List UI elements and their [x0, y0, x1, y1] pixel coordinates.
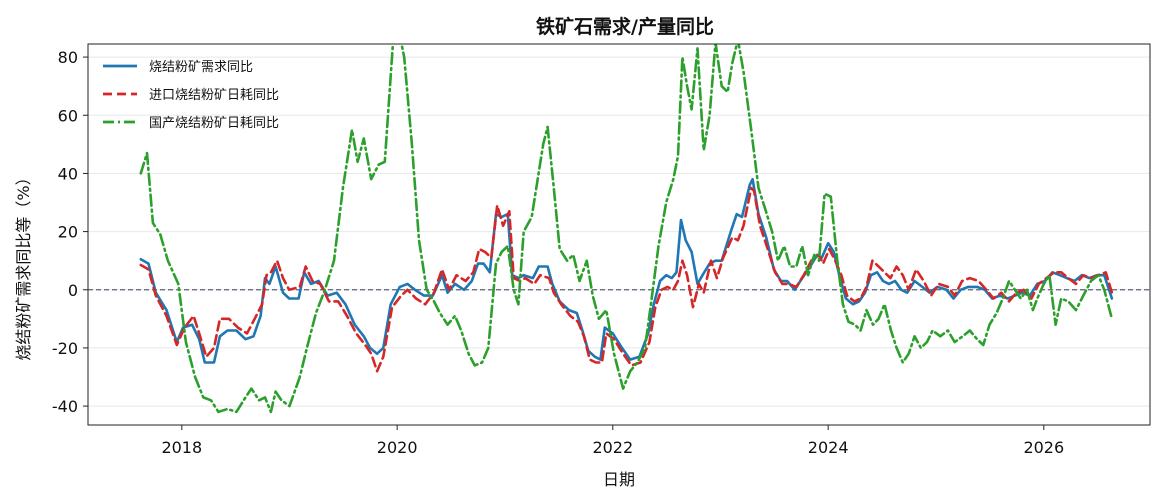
y-axis: -40 -20 0 20 40 60 80	[52, 48, 88, 416]
x-tick-label: 2018	[161, 438, 202, 457]
y-tick-label: 0	[68, 281, 78, 300]
legend-label-2: 进口烧结粉矿日耗同比	[149, 88, 279, 103]
y-tick-label: -40	[52, 397, 78, 416]
y-tick-label: 40	[58, 164, 78, 183]
plot-frame	[87, 43, 1151, 426]
y-tick-label: -20	[52, 339, 78, 358]
chart-title: 铁矿石需求/产量同比	[536, 15, 714, 38]
series-line-2	[139, 186, 1114, 373]
legend-label-3: 国产烧结粉矿日耗同比	[149, 116, 279, 131]
x-tick-label: 2022	[592, 438, 633, 457]
x-tick-label: 2026	[1023, 438, 1064, 457]
x-axis: 2018 2020 2022 2024 2026	[161, 425, 1064, 457]
y-tick-label: 20	[58, 223, 78, 242]
y-axis-label: 烧结粉矿需求同比等（%）	[14, 169, 33, 360]
y-tick-label: 80	[58, 48, 78, 67]
legend-label-1: 烧结粉矿需求同比	[149, 60, 253, 75]
x-axis-label: 日期	[603, 470, 635, 489]
x-tick-label: 2024	[808, 438, 849, 457]
series-line-3	[139, 44, 1114, 414]
series-layer	[139, 44, 1114, 414]
y-tick-label: 60	[58, 106, 78, 125]
x-tick-label: 2020	[377, 438, 418, 457]
